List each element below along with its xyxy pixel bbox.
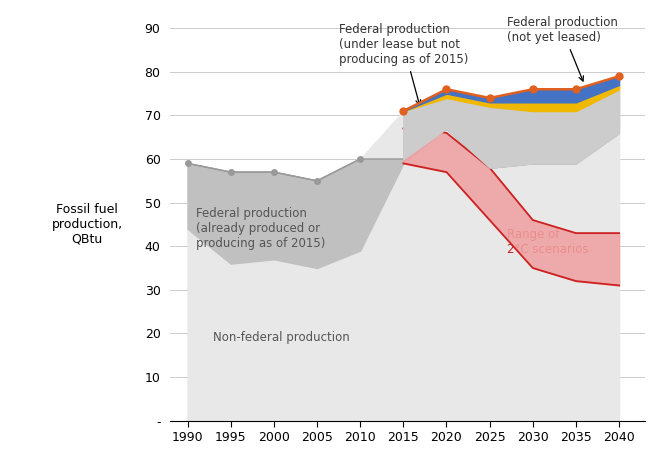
Text: Federal production
(not yet leased): Federal production (not yet leased) (507, 17, 618, 81)
Text: Federal production
(under lease but not
producing as of 2015): Federal production (under lease but not … (339, 23, 468, 105)
Text: Non-federal production: Non-federal production (213, 331, 350, 344)
Text: Federal production
(already produced or
producing as of 2015): Federal production (already produced or … (196, 207, 325, 250)
Text: Range of
2°C scenarios: Range of 2°C scenarios (507, 228, 589, 256)
Y-axis label: Fossil fuel
production,
QBtu: Fossil fuel production, QBtu (51, 203, 123, 246)
